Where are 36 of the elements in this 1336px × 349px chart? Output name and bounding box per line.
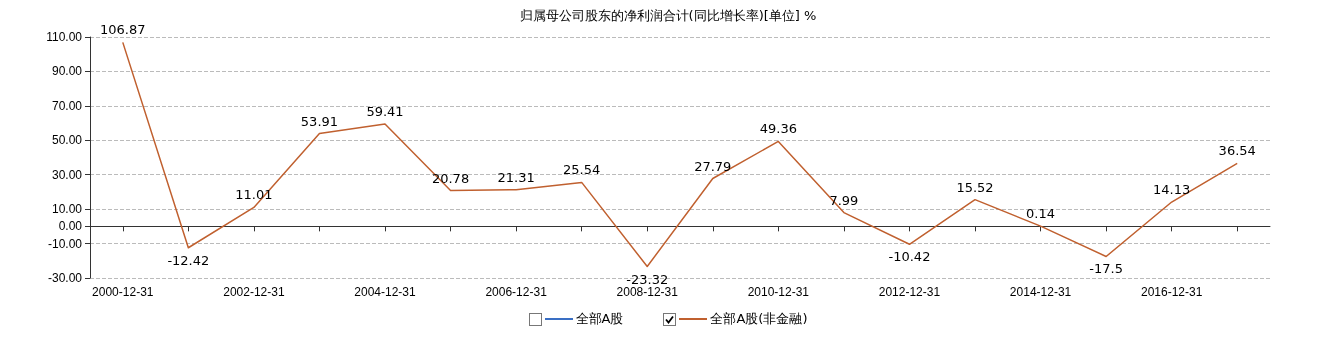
data-label: -23.32	[626, 271, 669, 287]
x-tick-label: 2012-12-31	[878, 285, 941, 299]
data-label: 59.41	[366, 104, 404, 120]
data-label: 14.13	[1153, 182, 1191, 198]
y-tick-label: 10.00	[51, 202, 83, 217]
x-tick-label: 2008-12-31	[616, 285, 679, 299]
y-tick-label: -10.00	[47, 236, 83, 251]
data-label: 0.14	[1026, 206, 1056, 222]
data-label: -10.42	[888, 249, 931, 265]
y-tick-label: 70.00	[51, 98, 83, 113]
legend-label: 全部A股(非金融)	[710, 310, 808, 328]
y-tick-label: 110.00	[46, 30, 83, 44]
data-label: 49.36	[759, 121, 797, 137]
y-tick-label: 50.00	[51, 133, 83, 148]
x-tick-label: 2010-12-31	[747, 285, 810, 299]
y-tick-label: 30.00	[51, 167, 83, 182]
data-label: 27.79	[694, 158, 732, 174]
data-label: 25.54	[563, 162, 601, 178]
x-tick-label: 2016-12-31	[1140, 285, 1203, 299]
y-tick-label: -30.00	[47, 271, 83, 285]
data-label: -17.5	[1089, 261, 1123, 277]
data-label: 36.54	[1218, 143, 1256, 159]
chart-title: 归属母公司股东的净利润合计(同比增长率)[单位] %	[519, 8, 817, 23]
data-label: 106.87	[100, 22, 146, 38]
data-label: -12.42	[167, 252, 210, 268]
y-tick-label: 0.00	[58, 219, 83, 234]
y-tick-label: 90.00	[51, 64, 83, 79]
data-label: 21.31	[497, 169, 535, 185]
x-tick-label: 2006-12-31	[485, 285, 548, 299]
data-label: 15.52	[956, 179, 994, 195]
x-tick-label: 2000-12-31	[92, 285, 154, 299]
x-tick-label: 2014-12-31	[1009, 285, 1072, 299]
x-tick-label: 2004-12-31	[354, 285, 417, 299]
data-label: 53.91	[300, 113, 339, 129]
legend-label: 全部A股	[575, 310, 624, 328]
x-tick-label: 2002-12-31	[223, 285, 285, 299]
